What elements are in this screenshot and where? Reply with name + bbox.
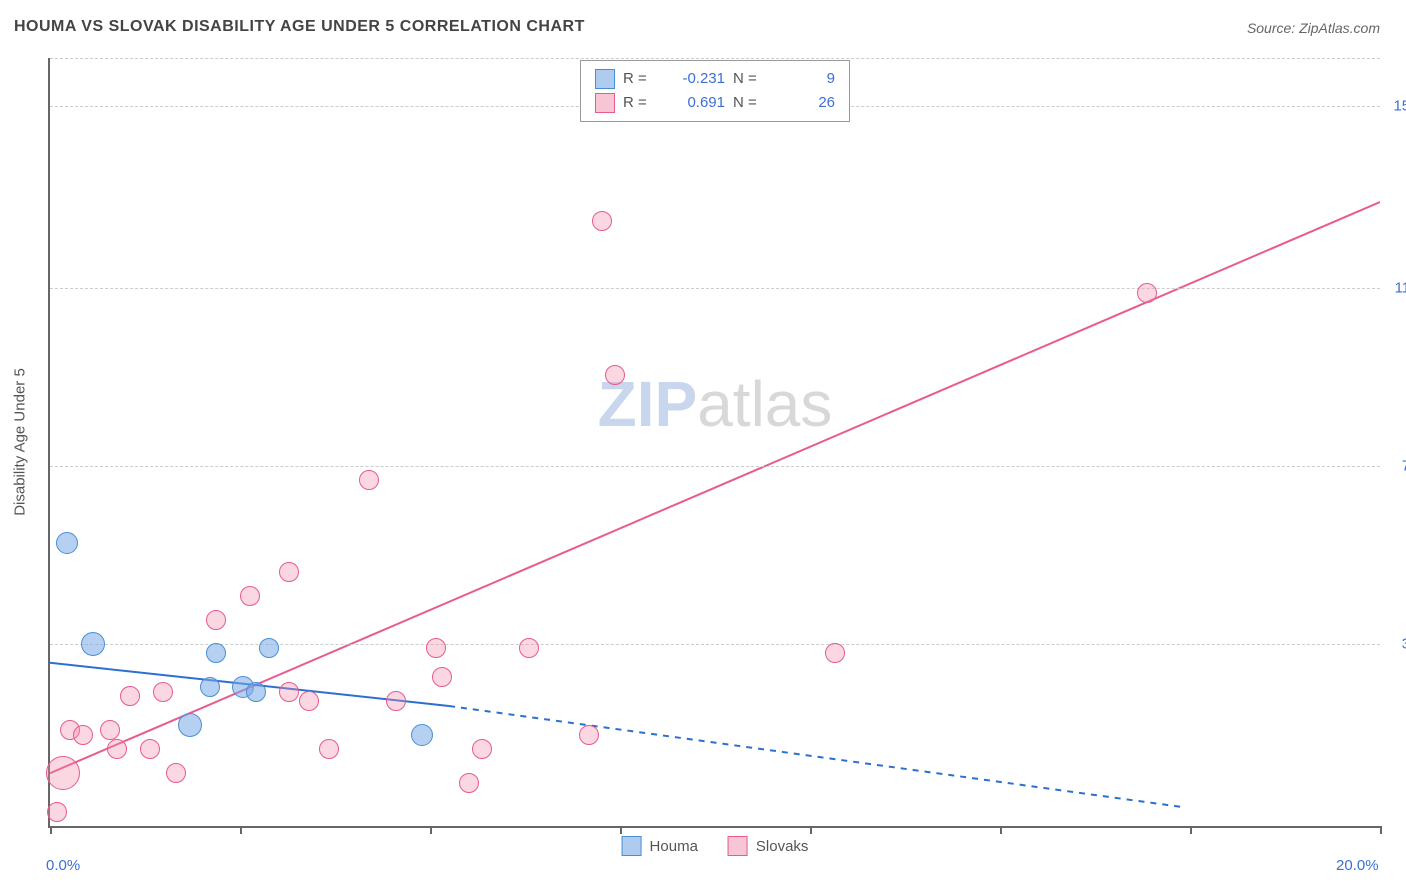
scatter-point-slovaks	[107, 739, 127, 759]
scatter-point-houma	[206, 643, 226, 663]
scatter-point-slovaks	[299, 691, 319, 711]
scatter-point-slovaks	[206, 610, 226, 630]
scatter-point-houma	[81, 632, 105, 656]
watermark: ZIPatlas	[598, 367, 833, 441]
scatter-point-slovaks	[47, 802, 67, 822]
n-value: 26	[775, 91, 835, 115]
scatter-point-slovaks	[46, 756, 80, 790]
scatter-point-houma	[178, 713, 202, 737]
scatter-point-slovaks	[166, 763, 186, 783]
x-tick-mark	[810, 826, 812, 834]
scatter-point-slovaks	[386, 691, 406, 711]
gridline	[50, 288, 1380, 289]
n-label: N =	[733, 91, 767, 115]
plot-area: ZIPatlas R = -0.231 N = 9 R = 0.691 N = …	[48, 58, 1380, 828]
y-tick-label: 11.2%	[1395, 280, 1406, 297]
scatter-point-houma	[259, 638, 279, 658]
source-attribution: Source: ZipAtlas.com	[1247, 20, 1380, 36]
y-tick-label: 7.5%	[1402, 458, 1406, 475]
y-axis-label: Disability Age Under 5	[12, 368, 29, 516]
slovaks-swatch-icon	[595, 93, 615, 113]
trend-lines-layer	[50, 58, 1380, 826]
scatter-point-houma	[56, 532, 78, 554]
scatter-point-slovaks	[519, 638, 539, 658]
gridline	[50, 466, 1380, 467]
x-tick-label: 0.0%	[46, 857, 80, 874]
x-tick-mark	[1000, 826, 1002, 834]
scatter-point-slovaks	[359, 470, 379, 490]
stats-legend-row-houma: R = -0.231 N = 9	[595, 67, 835, 91]
scatter-point-houma	[200, 677, 220, 697]
scatter-point-slovaks	[100, 720, 120, 740]
houma-swatch-icon	[595, 69, 615, 89]
y-tick-label: 15.0%	[1393, 98, 1406, 115]
x-tick-mark	[1380, 826, 1382, 834]
chart-container: HOUMA VS SLOVAK DISABILITY AGE UNDER 5 C…	[0, 0, 1406, 892]
scatter-point-slovaks	[120, 686, 140, 706]
n-value: 9	[775, 67, 835, 91]
n-label: N =	[733, 67, 767, 91]
x-tick-mark	[1190, 826, 1192, 834]
scatter-point-slovaks	[279, 562, 299, 582]
chart-title: HOUMA VS SLOVAK DISABILITY AGE UNDER 5 C…	[14, 18, 585, 36]
stats-legend-box: R = -0.231 N = 9 R = 0.691 N = 26	[580, 60, 850, 122]
scatter-point-slovaks	[825, 643, 845, 663]
scatter-point-slovaks	[319, 739, 339, 759]
slovaks-swatch-icon	[728, 836, 748, 856]
stats-legend-row-slovaks: R = 0.691 N = 26	[595, 91, 835, 115]
y-tick-label: 3.8%	[1402, 635, 1406, 652]
scatter-point-slovaks	[140, 739, 160, 759]
scatter-point-houma	[411, 724, 433, 746]
r-value: 0.691	[665, 91, 725, 115]
r-value: -0.231	[665, 67, 725, 91]
legend-item-slovaks: Slovaks	[728, 836, 809, 856]
scatter-point-slovaks	[432, 667, 452, 687]
trend-line	[449, 706, 1181, 807]
x-tick-mark	[620, 826, 622, 834]
scatter-point-slovaks	[1137, 283, 1157, 303]
scatter-point-slovaks	[73, 725, 93, 745]
scatter-point-slovaks	[592, 211, 612, 231]
houma-swatch-icon	[622, 836, 642, 856]
scatter-point-slovaks	[153, 682, 173, 702]
gridline	[50, 644, 1380, 645]
scatter-point-slovaks	[426, 638, 446, 658]
scatter-point-slovaks	[279, 682, 299, 702]
scatter-point-slovaks	[579, 725, 599, 745]
scatter-point-slovaks	[605, 365, 625, 385]
r-label: R =	[623, 91, 657, 115]
scatter-point-slovaks	[472, 739, 492, 759]
series-legend: Houma Slovaks	[622, 836, 809, 856]
scatter-point-slovaks	[459, 773, 479, 793]
scatter-point-slovaks	[240, 586, 260, 606]
scatter-point-houma	[246, 682, 266, 702]
x-tick-mark	[50, 826, 52, 834]
x-tick-label: 20.0%	[1336, 857, 1379, 874]
x-tick-mark	[430, 826, 432, 834]
x-tick-mark	[240, 826, 242, 834]
legend-item-houma: Houma	[622, 836, 698, 856]
gridline	[50, 58, 1380, 59]
r-label: R =	[623, 67, 657, 91]
